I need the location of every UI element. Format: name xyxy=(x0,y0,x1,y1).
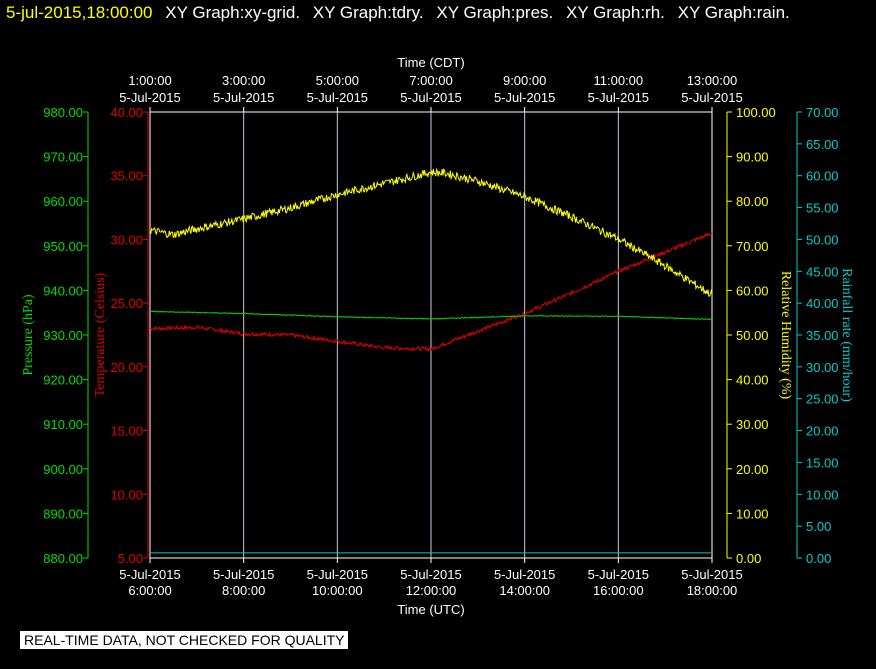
x-bottom-tick-time: 8:00:00 xyxy=(222,583,265,598)
rain-tick-label: 25.00 xyxy=(806,392,839,407)
temperature-tick-label: 40.00 xyxy=(110,105,143,120)
temperature-tick-label: 5.00 xyxy=(118,551,143,566)
rain-tick-label: 10.00 xyxy=(806,487,839,502)
rain-tick-label: 65.00 xyxy=(806,137,839,152)
rain-tick-label: 15.00 xyxy=(806,455,839,470)
x-bottom-tick-date: 5-Jul-2015 xyxy=(119,567,180,582)
rain-tick-label: 70.00 xyxy=(806,105,839,120)
x-top-tick-time: 9:00:00 xyxy=(503,73,546,88)
x-bottom-tick-date: 5-Jul-2015 xyxy=(494,567,555,582)
graph-header: 5-jul-2015,18:00:00 XY Graph:xy-grid. XY… xyxy=(6,3,790,23)
humidity-tick-label: 10.00 xyxy=(736,506,769,521)
temperature-tick-label: 10.00 xyxy=(110,487,143,502)
pressure-tick-label: 970.00 xyxy=(43,150,83,165)
rain-tick-label: 55.00 xyxy=(806,201,839,216)
humidity-tick-label: 90.00 xyxy=(736,150,769,165)
pressure-tick-label: 940.00 xyxy=(43,283,83,298)
header-graph-grid: XY Graph:xy-grid. xyxy=(165,3,301,22)
series-line-pres xyxy=(150,310,713,321)
x-bottom-tick-time: 6:00:00 xyxy=(128,583,171,598)
humidity-tick-label: 0.00 xyxy=(736,551,761,566)
x-top-axis-label: Time (CDT) xyxy=(397,55,464,70)
rain-tick-label: 45.00 xyxy=(806,264,839,279)
rain-tick-label: 30.00 xyxy=(806,360,839,375)
humidity-tick-label: 40.00 xyxy=(736,373,769,388)
x-bottom-tick-time: 16:00:00 xyxy=(593,583,644,598)
pressure-tick-label: 960.00 xyxy=(43,194,83,209)
header-graph-pres: XY Graph:pres. xyxy=(436,3,554,22)
x-top-tick-date: 5-Jul-2015 xyxy=(588,90,649,105)
rain-tick-label: 20.00 xyxy=(806,424,839,439)
header-graph-rain: XY Graph:rain. xyxy=(677,3,790,22)
rain-tick-label: 35.00 xyxy=(806,328,839,343)
pressure-tick-label: 900.00 xyxy=(43,462,83,477)
header-timestamp: 5-jul-2015,18:00:00 xyxy=(6,3,153,22)
series-line-rh xyxy=(149,167,713,297)
rain-tick-label: 40.00 xyxy=(806,296,839,311)
x-top-tick-time: 11:00:00 xyxy=(594,73,644,88)
x-top-tick-date: 5-Jul-2015 xyxy=(494,90,555,105)
header-graph-tdry: XY Graph:tdry. xyxy=(312,3,424,22)
humidity-tick-label: 70.00 xyxy=(736,239,769,254)
rain-tick-label: 60.00 xyxy=(806,169,839,184)
x-top-tick-date: 5-Jul-2015 xyxy=(307,90,368,105)
x-top-tick-time: 5:00:00 xyxy=(316,73,359,88)
series-line-tdry xyxy=(149,232,713,353)
humidity-tick-label: 60.00 xyxy=(736,283,769,298)
quality-notice: REAL-TIME DATA, NOT CHECKED FOR QUALITY xyxy=(20,631,349,649)
pressure-tick-label: 930.00 xyxy=(43,328,83,343)
humidity-tick-label: 80.00 xyxy=(736,194,769,209)
x-top-tick-time: 7:00:00 xyxy=(409,73,452,88)
rain-tick-label: 50.00 xyxy=(806,232,839,247)
humidity-tick-label: 100.00 xyxy=(736,105,776,120)
x-bottom-tick-date: 5-Jul-2015 xyxy=(307,567,368,582)
pressure-tick-label: 920.00 xyxy=(43,373,83,388)
x-bottom-tick-time: 12:00:00 xyxy=(406,583,457,598)
humidity-axis-title: Relative Humidity (%) xyxy=(778,271,793,400)
pressure-tick-label: 910.00 xyxy=(43,417,83,432)
x-bottom-tick-time: 10:00:00 xyxy=(312,583,363,598)
humidity-tick-label: 50.00 xyxy=(736,328,769,343)
rain-tick-label: 5.00 xyxy=(806,519,831,534)
humidity-tick-label: 30.00 xyxy=(736,417,769,432)
header-graph-rh: XY Graph:rh. xyxy=(565,3,665,22)
humidity-tick-label: 20.00 xyxy=(736,462,769,477)
x-top-tick-time: 13:00:00 xyxy=(687,73,738,88)
pressure-tick-label: 890.00 xyxy=(43,506,83,521)
temperature-tick-label: 30.00 xyxy=(110,232,143,247)
pressure-tick-label: 950.00 xyxy=(43,239,83,254)
x-bottom-tick-date: 5-Jul-2015 xyxy=(213,567,274,582)
temperature-tick-label: 25.00 xyxy=(110,296,143,311)
pressure-tick-label: 980.00 xyxy=(43,105,83,120)
temperature-tick-label: 15.00 xyxy=(110,424,143,439)
temperature-tick-label: 35.00 xyxy=(110,169,143,184)
x-bottom-tick-time: 18:00:00 xyxy=(687,583,738,598)
x-top-tick-date: 5-Jul-2015 xyxy=(213,90,274,105)
rain-tick-label: 0.00 xyxy=(806,551,831,566)
pressure-axis-title: Pressure (hPa) xyxy=(21,294,36,376)
x-top-tick-time: 1:00:00 xyxy=(128,73,171,88)
pressure-tick-label: 880.00 xyxy=(43,551,83,566)
x-bottom-axis-label: Time (UTC) xyxy=(397,602,464,617)
x-top-tick-date: 5-Jul-2015 xyxy=(400,90,461,105)
x-bottom-tick-time: 14:00:00 xyxy=(499,583,550,598)
rain-axis-title: Rainfall rate (mm/hour) xyxy=(839,268,854,402)
x-top-tick-date: 5-Jul-2015 xyxy=(119,90,180,105)
temperature-axis-title: Temperature (Celsius) xyxy=(93,272,108,397)
x-bottom-tick-date: 5-Jul-2015 xyxy=(681,567,742,582)
x-top-tick-date: 5-Jul-2015 xyxy=(681,90,742,105)
x-top-tick-time: 3:00:00 xyxy=(222,73,265,88)
x-bottom-tick-date: 5-Jul-2015 xyxy=(588,567,649,582)
x-bottom-tick-date: 5-Jul-2015 xyxy=(400,567,461,582)
temperature-tick-label: 20.00 xyxy=(110,360,143,375)
